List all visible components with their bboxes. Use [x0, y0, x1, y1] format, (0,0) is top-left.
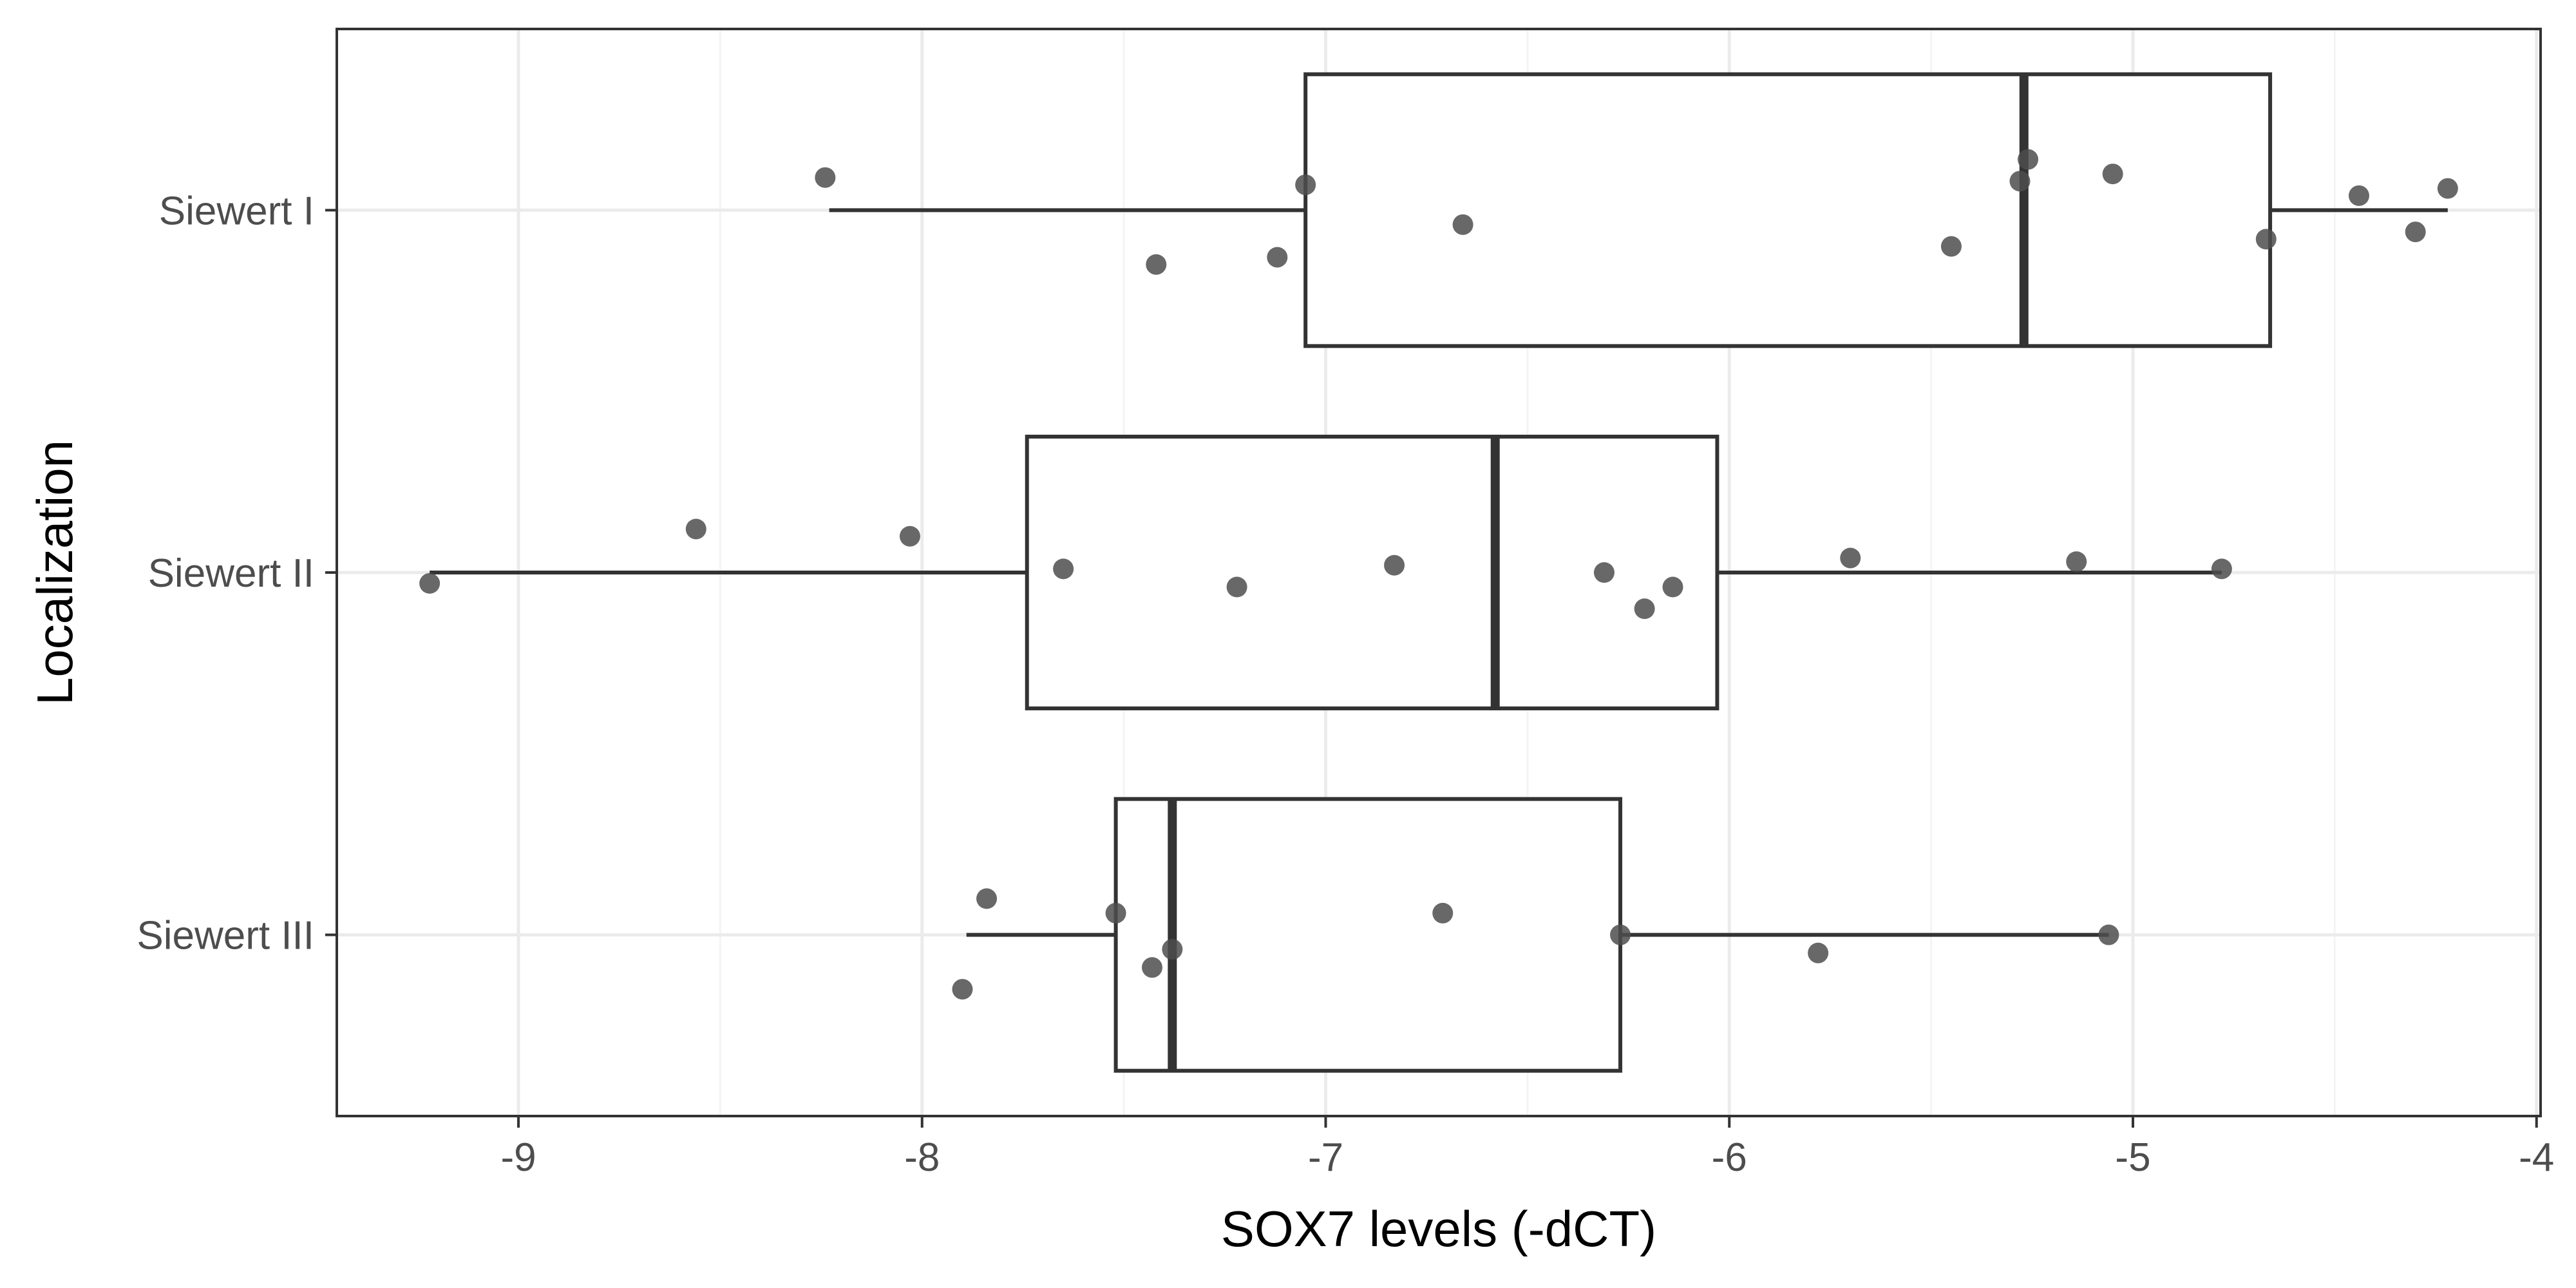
y-tick-label: Siewert I — [159, 189, 314, 233]
data-point — [1634, 598, 1655, 620]
data-point — [1384, 554, 1405, 576]
x-tick-label: -4 — [2519, 1135, 2554, 1180]
data-point — [1142, 957, 1163, 978]
data-point — [1593, 562, 1615, 583]
box-iqr — [1303, 72, 2273, 348]
data-point — [2009, 171, 2031, 192]
y-tick-label: Siewert II — [148, 551, 314, 596]
data-point — [1840, 547, 1861, 569]
data-point — [1146, 254, 1167, 275]
data-point — [1452, 214, 1473, 235]
data-point — [2066, 551, 2087, 573]
x-tick-label: -8 — [904, 1135, 940, 1180]
data-point — [2348, 185, 2369, 206]
box-iqr — [1113, 797, 1623, 1073]
x-axis-title: SOX7 levels (-dCT) — [1221, 1200, 1656, 1257]
data-point — [1053, 558, 1074, 580]
box-group — [829, 72, 2448, 348]
data-point — [2405, 222, 2426, 243]
axis-layer: -9 -8 -7 -6 -5 -4 Siewert I Siewert II Siewert I… — [137, 189, 2554, 1180]
data-point — [1162, 939, 1183, 960]
data-point — [685, 518, 706, 540]
data-point — [2211, 558, 2232, 580]
data-point — [1226, 576, 1247, 598]
data-point — [2102, 164, 2123, 185]
x-tick-label: -9 — [500, 1135, 536, 1180]
data-point — [952, 979, 973, 1000]
data-point — [1808, 942, 1829, 963]
data-point — [2018, 149, 2039, 170]
data-point — [1610, 924, 1631, 945]
data-point — [1295, 174, 1316, 195]
data-point — [1267, 247, 1288, 268]
data-point — [1432, 902, 1454, 923]
box-group — [966, 797, 2109, 1073]
data-point — [815, 167, 836, 188]
data-point — [2098, 924, 2119, 945]
y-axis-title: Localization — [26, 440, 83, 705]
data-point — [976, 888, 998, 909]
y-tick-label: Siewert III — [137, 914, 314, 958]
data-point — [2437, 178, 2458, 199]
point-layer — [419, 149, 2458, 1000]
x-tick-label: -5 — [2115, 1135, 2150, 1180]
data-point — [1940, 236, 1962, 257]
data-point — [2255, 229, 2277, 250]
x-tick-label: -6 — [1712, 1135, 1747, 1180]
data-point — [899, 526, 920, 547]
data-point — [1105, 902, 1126, 923]
x-tick-label: -7 — [1308, 1135, 1343, 1180]
data-point — [1662, 576, 1683, 598]
data-point — [419, 573, 440, 594]
